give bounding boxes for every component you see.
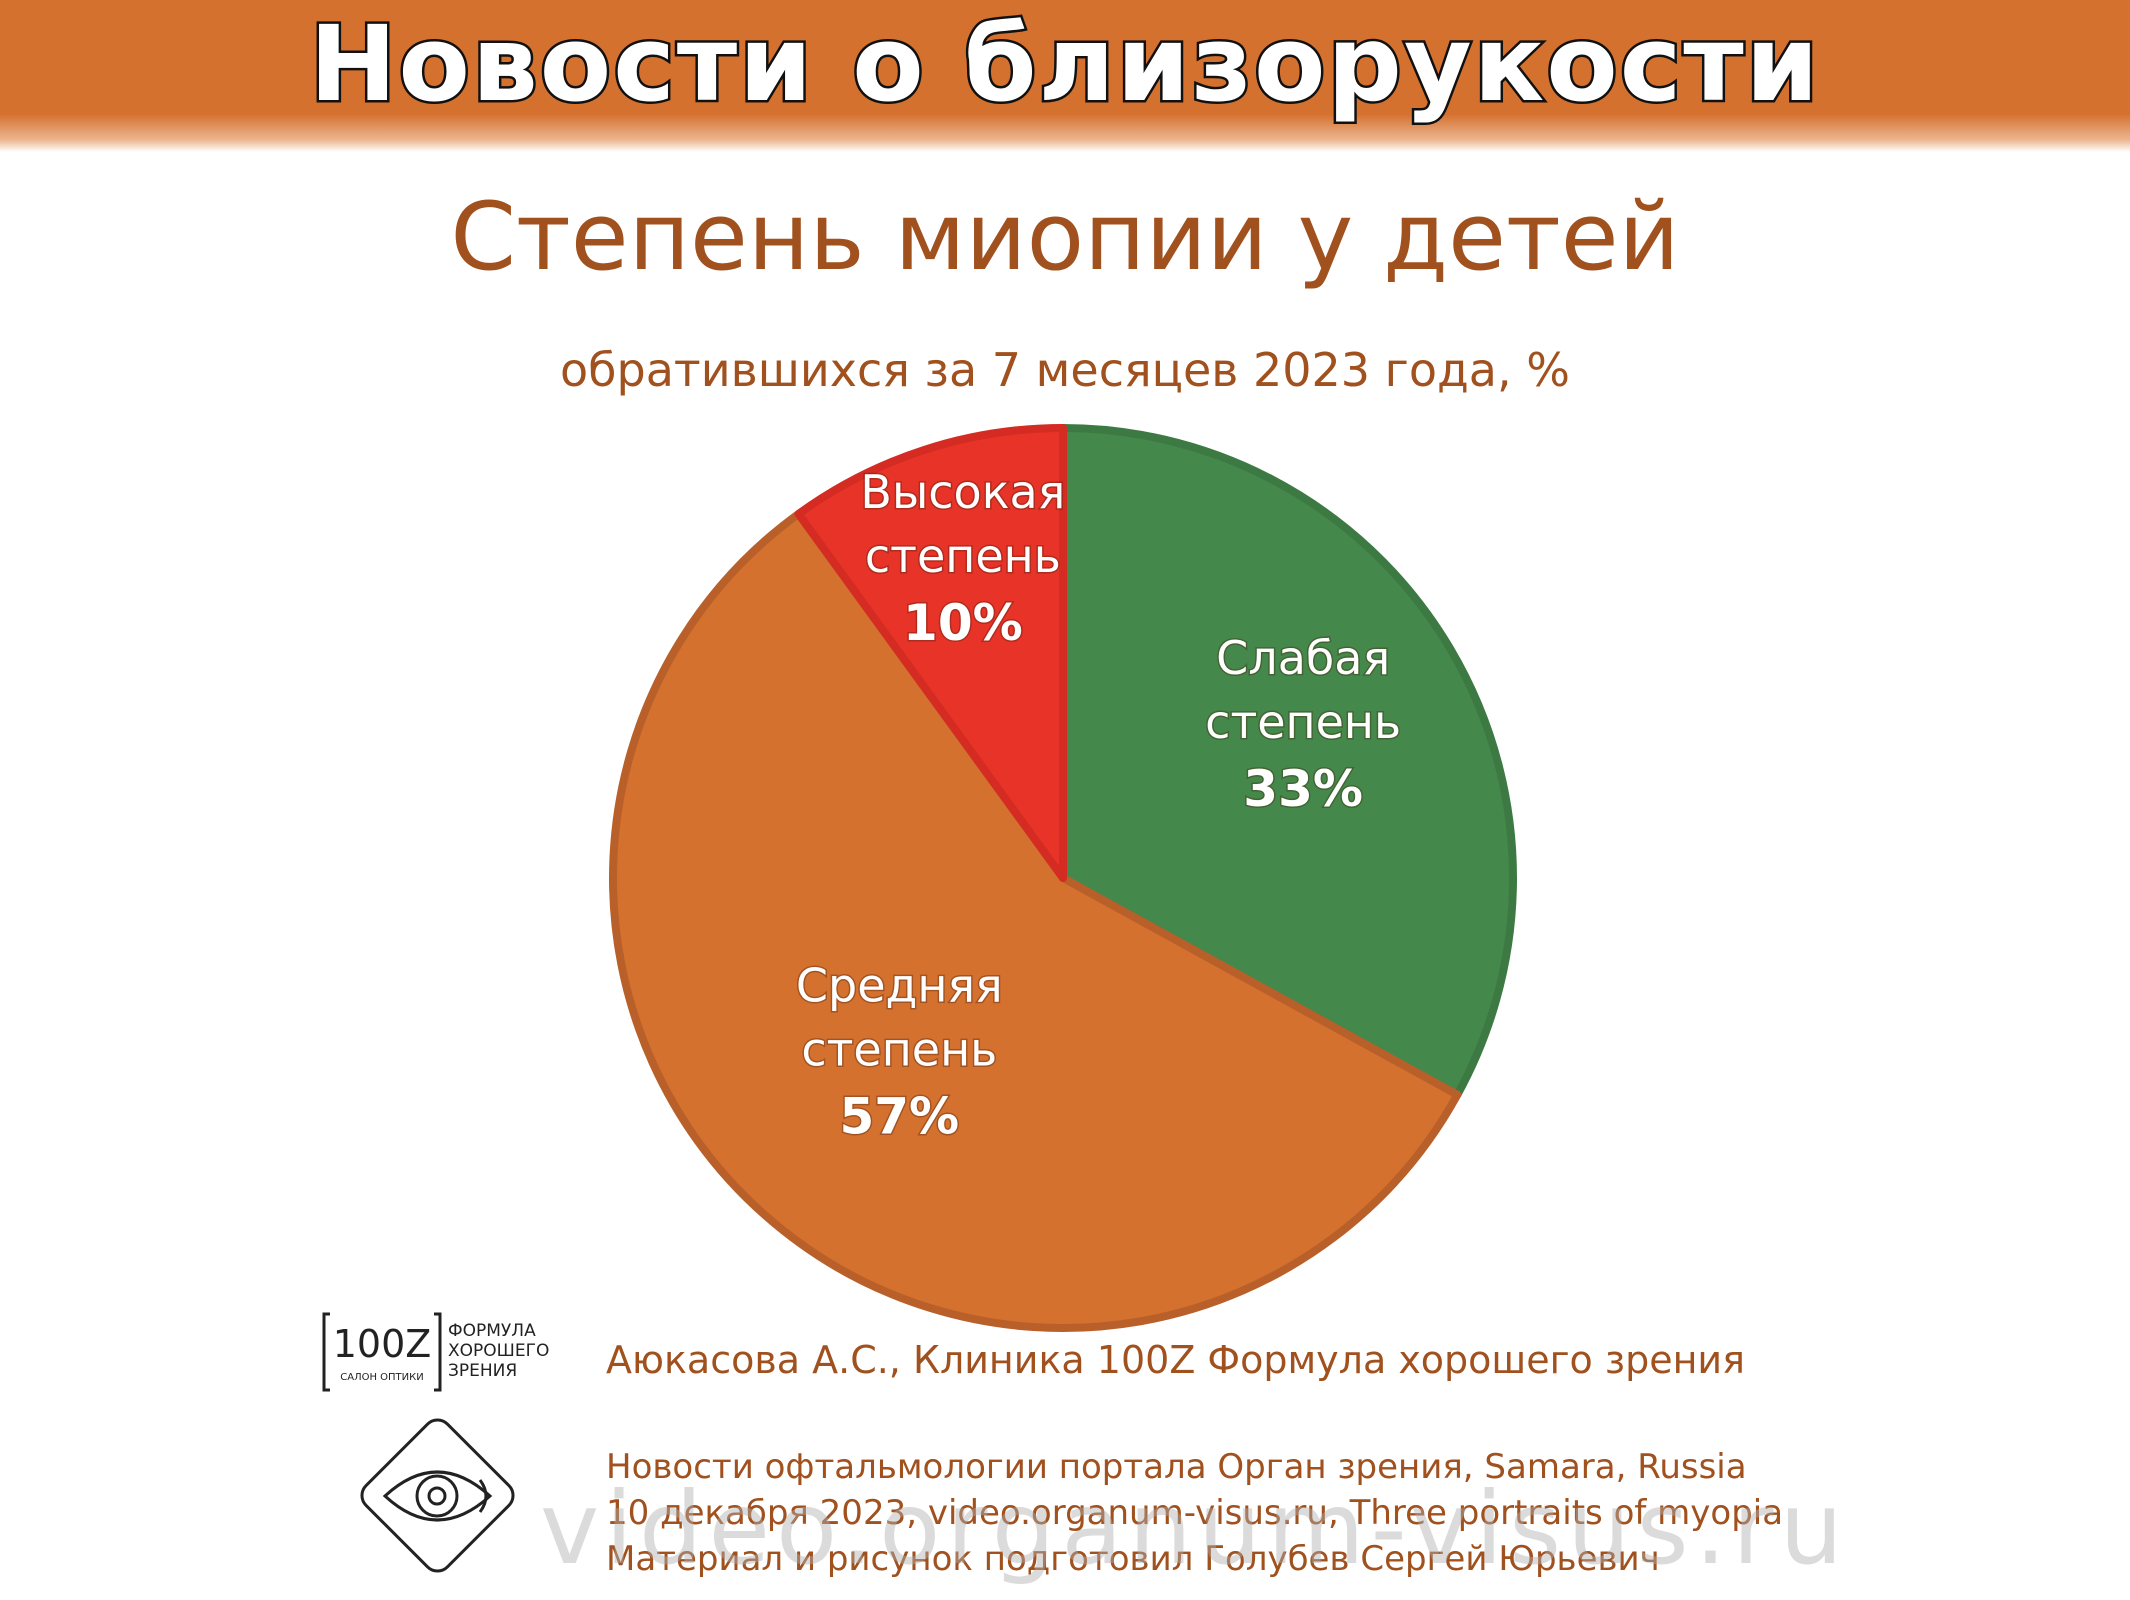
header-banner [0, 0, 2130, 152]
slice-name-line2-high: степень [865, 529, 1061, 583]
pie-chart: Слабая степень 33% Средняя степень 57% Высокая… [609, 424, 1517, 1332]
author-credit: Аюкасова А.С., Клиника 100Z Формула хоро… [606, 1338, 1745, 1382]
pie-slice-weak [1059, 424, 1517, 1099]
slice-value-label-high: 10% [903, 594, 1023, 652]
source-line-1: Новости офтальмологии портала Орган зрен… [606, 1447, 1747, 1487]
logo-name-line-2: ХОРОШЕГО [448, 1341, 549, 1361]
slice-value-label-weak: 33% [1243, 760, 1363, 818]
eye-in-diamond-icon [360, 1418, 515, 1573]
source-line-2: 10 декабря 2023, video.organum-visus.ru,… [606, 1493, 1784, 1533]
logo-mark-text: 100Z [333, 1322, 432, 1366]
source-line-3: Материал и рисунок подготовил Голубев Се… [606, 1539, 1660, 1579]
chart-title: Степень миопии у детей [450, 183, 1680, 292]
formula-100z-logo: 100Z САЛОН ОПТИКИ ФОРМУЛА ХОРОШЕГО ЗРЕНИ… [322, 1312, 549, 1392]
slice-name-line1-high: Высокая [860, 465, 1065, 519]
pie-slice-medium [609, 509, 1462, 1332]
chart-subtitle: обратившихся за 7 месяцев 2023 года, % [560, 343, 1570, 397]
banner-title: Новости о близорукости [307, 1, 1821, 128]
logo-name-line-1: ФОРМУЛА [448, 1321, 536, 1341]
slice-name-line2-medium: степень [801, 1023, 997, 1077]
slice-name-line2-weak: степень [1205, 695, 1401, 749]
slice-name-line1-weak: Слабая [1216, 631, 1390, 685]
pie-slice-high [794, 424, 1067, 882]
slice-name-line1-medium: Средняя [796, 959, 1003, 1013]
slice-value-label-medium: 57% [839, 1088, 959, 1146]
logo-sub-text: САЛОН ОПТИКИ [340, 1372, 423, 1383]
logo-name-line-3: ЗРЕНИЯ [448, 1361, 517, 1381]
